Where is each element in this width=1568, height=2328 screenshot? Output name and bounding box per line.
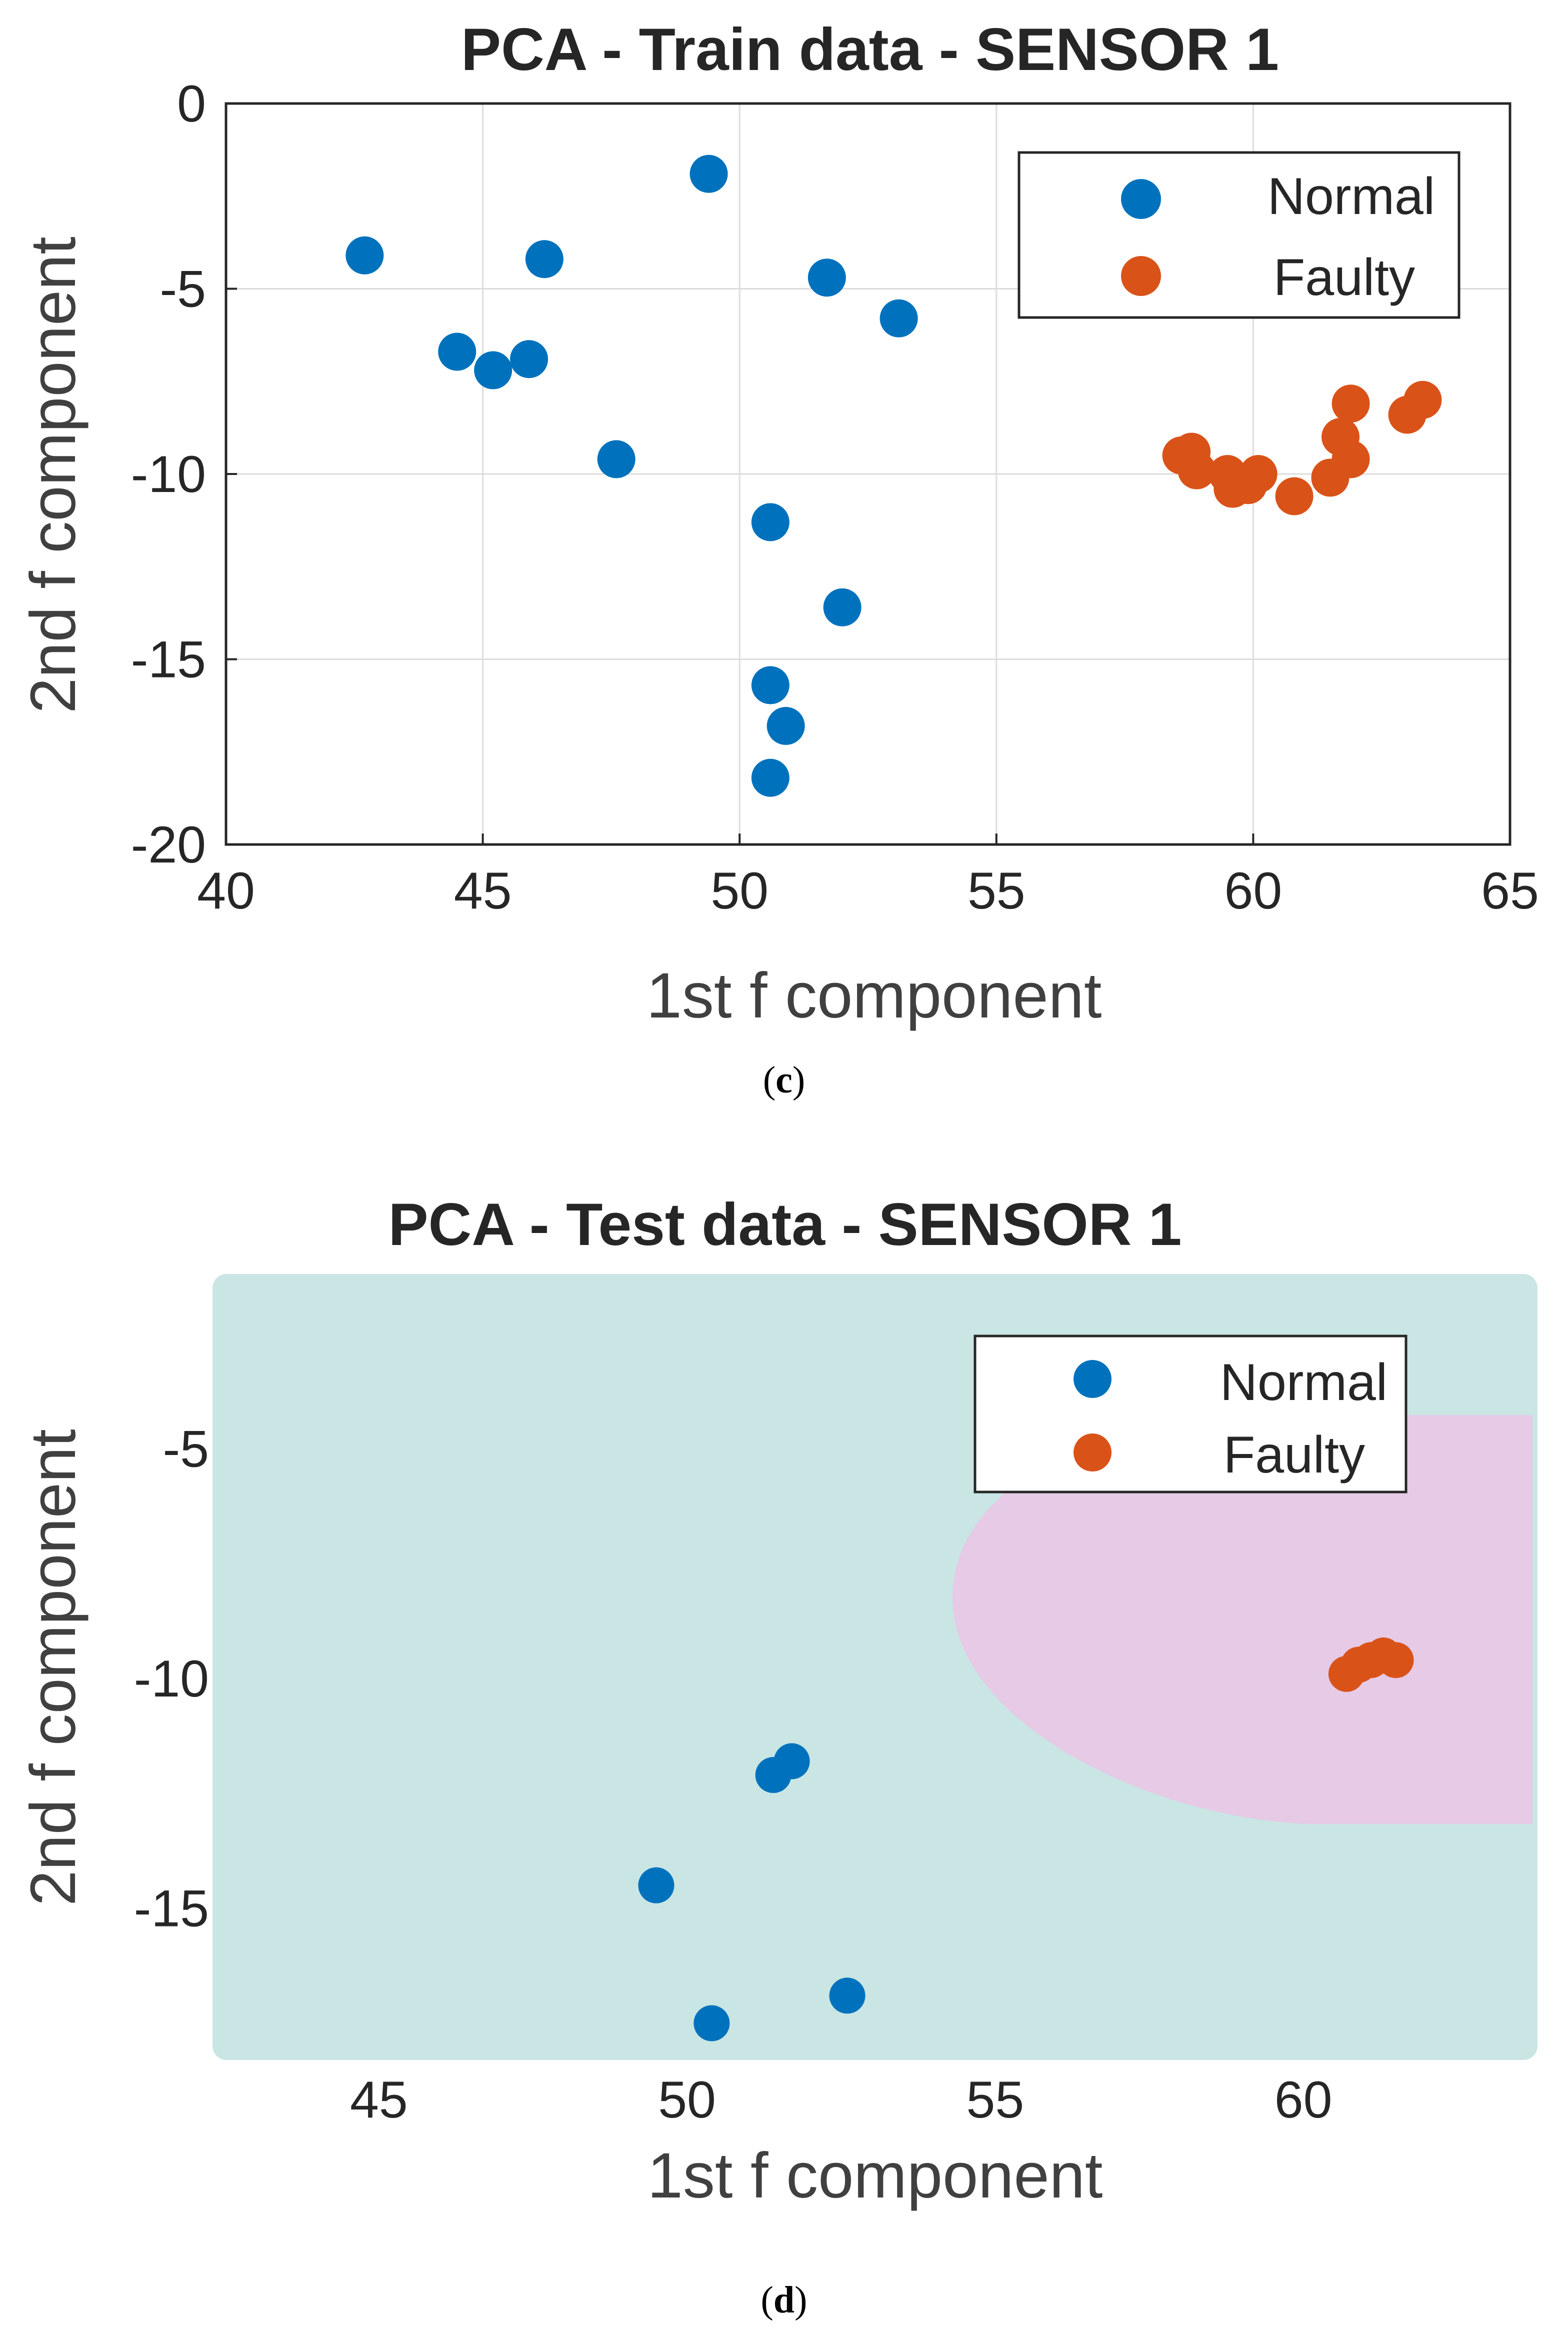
faulty-region	[952, 1415, 1532, 1824]
legend-d: Normal Faulty	[974, 1334, 1408, 1494]
point-normal	[829, 1978, 866, 2014]
point-faulty	[1332, 384, 1370, 423]
panel-label-d: (d)	[761, 2279, 808, 2321]
points-d	[638, 1638, 1414, 2042]
chart-title-d: PCA - Test data - SENSOR 1	[388, 1191, 1182, 1258]
x-tick-label: 55	[968, 862, 1026, 920]
y-tick-label: -5	[163, 1420, 209, 1478]
point-normal	[438, 332, 476, 371]
legend-c: Normal Faulty	[1018, 151, 1460, 319]
x-axis-label-d: 1st f component	[648, 2140, 1103, 2212]
point-normal	[510, 340, 548, 378]
point-normal	[823, 588, 862, 626]
point-normal	[808, 258, 846, 297]
x-tick-label: 50	[710, 862, 768, 920]
point-normal	[751, 666, 790, 704]
point-faulty	[1332, 440, 1370, 478]
point-faulty	[1275, 477, 1314, 516]
y-tick-label: 0	[177, 75, 206, 133]
point-normal	[597, 440, 636, 478]
x-tick-label: 60	[1224, 862, 1282, 920]
x-tick-label: 65	[1481, 862, 1539, 920]
point-faulty	[1404, 380, 1442, 419]
point-normal	[774, 1743, 810, 1780]
legend-marker-faulty-d	[1074, 1434, 1112, 1472]
panel-label-c: (c)	[763, 1059, 805, 1101]
point-normal	[474, 351, 512, 390]
point-normal	[751, 503, 790, 542]
legend-marker-faulty-c	[1121, 256, 1161, 296]
legend-marker-normal-d	[1074, 1360, 1112, 1398]
y-axis-label-d: 2nd f component	[18, 1429, 89, 1906]
points-c	[346, 154, 1442, 797]
x-tick-label: 60	[1274, 2071, 1332, 2129]
point-faulty	[1178, 451, 1216, 490]
x-tick-label: 45	[454, 862, 512, 920]
point-normal	[766, 706, 805, 745]
panel-letter-d: d	[774, 2279, 794, 2321]
x-tick-label: 55	[966, 2071, 1024, 2129]
legend-box-d	[974, 1334, 1408, 1494]
ticks-c: 40 45 50 55 60 65 0 -5 -10 -15 -20	[131, 75, 1539, 920]
point-normal	[690, 154, 728, 193]
x-tick-label: 40	[197, 862, 255, 920]
x-tick-label: 45	[350, 2071, 408, 2129]
legend-label-faulty-d: Faulty	[1224, 1426, 1365, 1484]
y-tick-label: -10	[134, 1650, 209, 1708]
legend-label-faulty-c: Faulty	[1274, 248, 1415, 306]
y-tick-label: -10	[131, 446, 206, 504]
y-tick-label: -5	[160, 260, 206, 318]
panel-d: PCA - Test data - SENSOR 1 45 50 55 60 -5 -10…	[18, 1191, 1538, 2321]
point-normal	[346, 236, 384, 274]
legend-box-c	[1018, 151, 1460, 319]
point-faulty	[1239, 455, 1278, 493]
y-tick-label: -20	[131, 816, 206, 874]
point-normal	[525, 240, 564, 278]
y-tick-label: -15	[134, 1880, 209, 1938]
point-normal	[694, 2005, 730, 2042]
panel-letter-c: c	[776, 1059, 792, 1101]
legend-marker-normal-c	[1121, 179, 1161, 219]
point-faulty	[1378, 1642, 1414, 1678]
x-axis-label-c: 1st f component	[646, 960, 1102, 1032]
point-normal	[880, 299, 918, 338]
legend-label-normal-d: Normal	[1220, 1354, 1388, 1412]
x-tick-label: 50	[658, 2071, 716, 2129]
ticks-d: 45 50 55 60 -5 -10 -15	[134, 1420, 1332, 2129]
y-axis-label-c: 2nd f component	[18, 236, 89, 714]
point-normal	[638, 1867, 674, 1904]
legend-label-normal-c: Normal	[1268, 168, 1435, 226]
chart-title-c: PCA - Train data - SENSOR 1	[461, 16, 1279, 83]
panel-c: PCA - Train data - SENSOR 1 40 45 50 55 60 65…	[18, 16, 1539, 1101]
point-normal	[751, 758, 790, 797]
y-tick-label: -15	[131, 631, 206, 689]
